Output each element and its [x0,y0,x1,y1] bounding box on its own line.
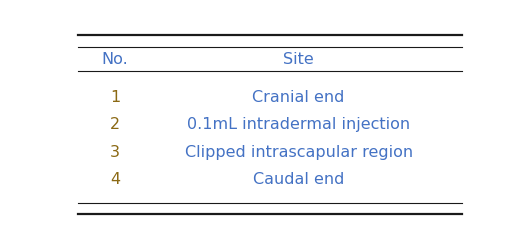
Text: 0.1mL intradermal injection: 0.1mL intradermal injection [187,117,410,132]
Text: 3: 3 [110,145,120,160]
Text: Clipped intrascapular region: Clipped intrascapular region [184,145,413,160]
Text: 1: 1 [110,90,120,105]
Text: 2: 2 [110,117,120,132]
Text: Caudal end: Caudal end [253,172,344,187]
Text: No.: No. [102,52,128,67]
Text: 4: 4 [110,172,120,187]
Text: Cranial end: Cranial end [252,90,345,105]
Text: Site: Site [284,52,314,67]
